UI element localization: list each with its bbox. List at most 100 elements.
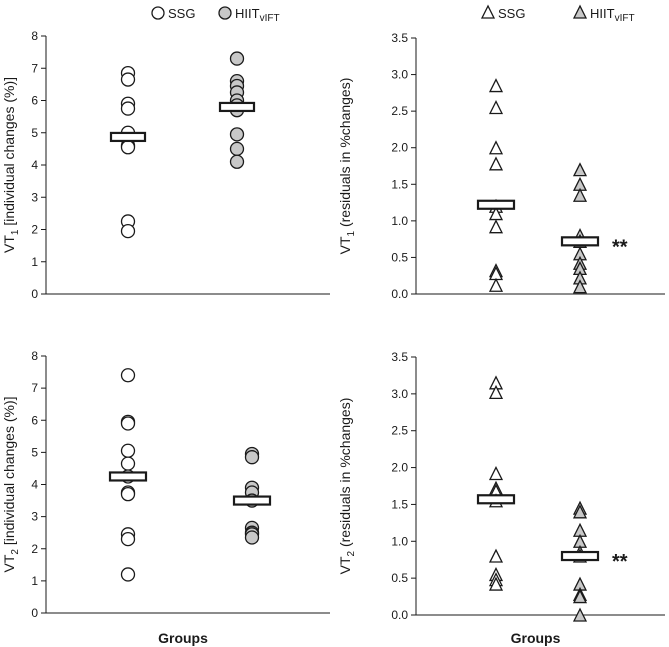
legend-label-hiit-triangle-sub: vIFT [615, 13, 635, 24]
data-point-ssg [488, 78, 504, 93]
legend-top-left: SSG HIITvIFT [151, 6, 280, 24]
y-tick-label: 0 [31, 606, 38, 620]
y-axis-label-main: VT [1, 554, 17, 572]
y-axis-label: VT2 (residuals in %changes) [337, 398, 357, 575]
y-axis-label-main: VT [337, 236, 353, 254]
data-point-ssg [488, 219, 504, 234]
significance-annotation: ** [612, 236, 628, 258]
y-tick-label: 2.5 [391, 424, 408, 438]
mean-bar-hiit [560, 236, 600, 247]
y-axis-label-sub: 2 [346, 550, 357, 556]
y-tick-label: 2.0 [391, 461, 408, 475]
y-tick-label: 1.0 [391, 214, 408, 228]
data-point-ssg [488, 156, 504, 171]
y-tick-label: 4 [31, 478, 38, 492]
y-axis-label-main: VT [337, 556, 353, 574]
y-tick-label: 3.0 [391, 387, 408, 401]
y-tick-label: 2.0 [391, 141, 408, 155]
y-tick-label: 3.5 [391, 350, 408, 364]
legend-top-right: SSG HIITvIFT [480, 4, 635, 24]
y-axis-label-sub: 1 [346, 230, 357, 236]
y-tick-label: 5 [31, 126, 38, 140]
y-axis-label: VT1 [individual changes (%)] [1, 77, 21, 253]
legend-marker-hiit [218, 6, 232, 20]
y-tick-label: 0.5 [391, 250, 408, 264]
y-tick-label: 8 [31, 349, 38, 363]
data-point-ssg [120, 443, 136, 458]
legend-label-ssg: SSG [168, 6, 195, 21]
legend-marker-hiit-triangle [572, 4, 588, 19]
legend-marker-ssg [151, 6, 165, 20]
data-point-ssg [488, 100, 504, 115]
y-axis-label: VT1 (residuals in %changes) [337, 78, 357, 255]
y-tick-label: 4 [31, 158, 38, 172]
y-axis-label: VT2 [individual changes (%)] [1, 397, 21, 573]
legend-label-hiit-triangle-main: HIIT [590, 6, 615, 21]
data-point-hiit [229, 51, 245, 66]
mean-bar-ssg [109, 131, 147, 143]
legend-marker-ssg-triangle [480, 4, 496, 19]
data-point-hiit [572, 162, 588, 177]
data-point-hiit [572, 504, 588, 519]
y-tick-label: 0.0 [391, 287, 408, 301]
data-point-hiit [244, 450, 260, 465]
y-tick-label: 3 [31, 190, 38, 204]
y-tick-label: 6 [31, 94, 38, 108]
y-tick-label: 5 [31, 445, 38, 459]
data-point-ssg [120, 486, 136, 502]
data-point-hiit [229, 154, 245, 169]
data-point-ssg [488, 384, 504, 400]
data-point-hiit [244, 530, 260, 545]
data-point-hiit [229, 127, 245, 142]
data-point-hiit [572, 607, 588, 622]
legend-label-ssg-triangle: SSG [498, 6, 525, 21]
mean-bar-hiit [232, 495, 272, 506]
legend-label-hiit-triangle: HIITvIFT [590, 6, 635, 24]
y-tick-label: 2 [31, 542, 38, 556]
y-axis-label-rest: [individual changes (%)] [1, 77, 17, 230]
data-point-ssg [488, 277, 504, 292]
data-point-ssg [488, 548, 504, 563]
y-axis-label-rest: [individual changes (%)] [1, 397, 17, 550]
y-axis-label-sub: 2 [10, 549, 21, 555]
y-tick-label: 1.5 [391, 177, 408, 191]
data-point-ssg [120, 140, 136, 155]
y-tick-label: 1 [31, 574, 38, 588]
data-point-hiit [572, 279, 588, 294]
mean-bar-hiit [560, 550, 600, 562]
data-point-ssg [488, 466, 504, 481]
mean-bar-ssg [476, 199, 516, 210]
significance-annotation: ** [612, 551, 628, 573]
x-axis-label: Groups [158, 630, 208, 646]
data-point-ssg [488, 140, 504, 155]
mean-bar-ssg [476, 494, 516, 505]
y-axis-label-sub: 1 [10, 229, 21, 235]
y-tick-label: 2 [31, 223, 38, 237]
y-tick-label: 1 [31, 255, 38, 269]
data-point-ssg [120, 456, 136, 471]
y-tick-label: 1.5 [391, 497, 408, 511]
data-point-ssg [488, 576, 504, 591]
y-tick-label: 0 [31, 287, 38, 301]
data-point-ssg [120, 531, 136, 547]
y-tick-label: 8 [31, 29, 38, 43]
data-point-ssg [120, 72, 136, 87]
data-point-ssg [120, 223, 136, 239]
y-tick-label: 1.0 [391, 534, 408, 548]
y-axis-label-main: VT [1, 235, 17, 253]
y-tick-label: 7 [31, 61, 38, 75]
y-tick-label: 7 [31, 381, 38, 395]
legend-label-hiit-sub: vIFT [260, 13, 280, 24]
y-axis-label-rest: (residuals in %changes) [337, 398, 353, 551]
data-point-ssg [120, 368, 136, 383]
legend-entry-hiit-triangle: HIITvIFT [572, 4, 635, 24]
y-tick-label: 0.0 [391, 608, 408, 622]
y-tick-label: 3.5 [391, 31, 408, 45]
x-axis-label: Groups [511, 630, 561, 646]
y-tick-label: 2.5 [391, 104, 408, 118]
legend-label-hiit-main: HIIT [235, 6, 260, 21]
panel-vt2-residuals: 0.0 0.5 1.0 1.5 2.0 2.5 3.0 3.5 VT2 (residuals i… [337, 350, 665, 646]
panel-vt1-residuals: 0.0 0.5 1.0 1.5 2.0 2.5 3.0 3.5 VT1 (residuals i… [337, 31, 665, 301]
